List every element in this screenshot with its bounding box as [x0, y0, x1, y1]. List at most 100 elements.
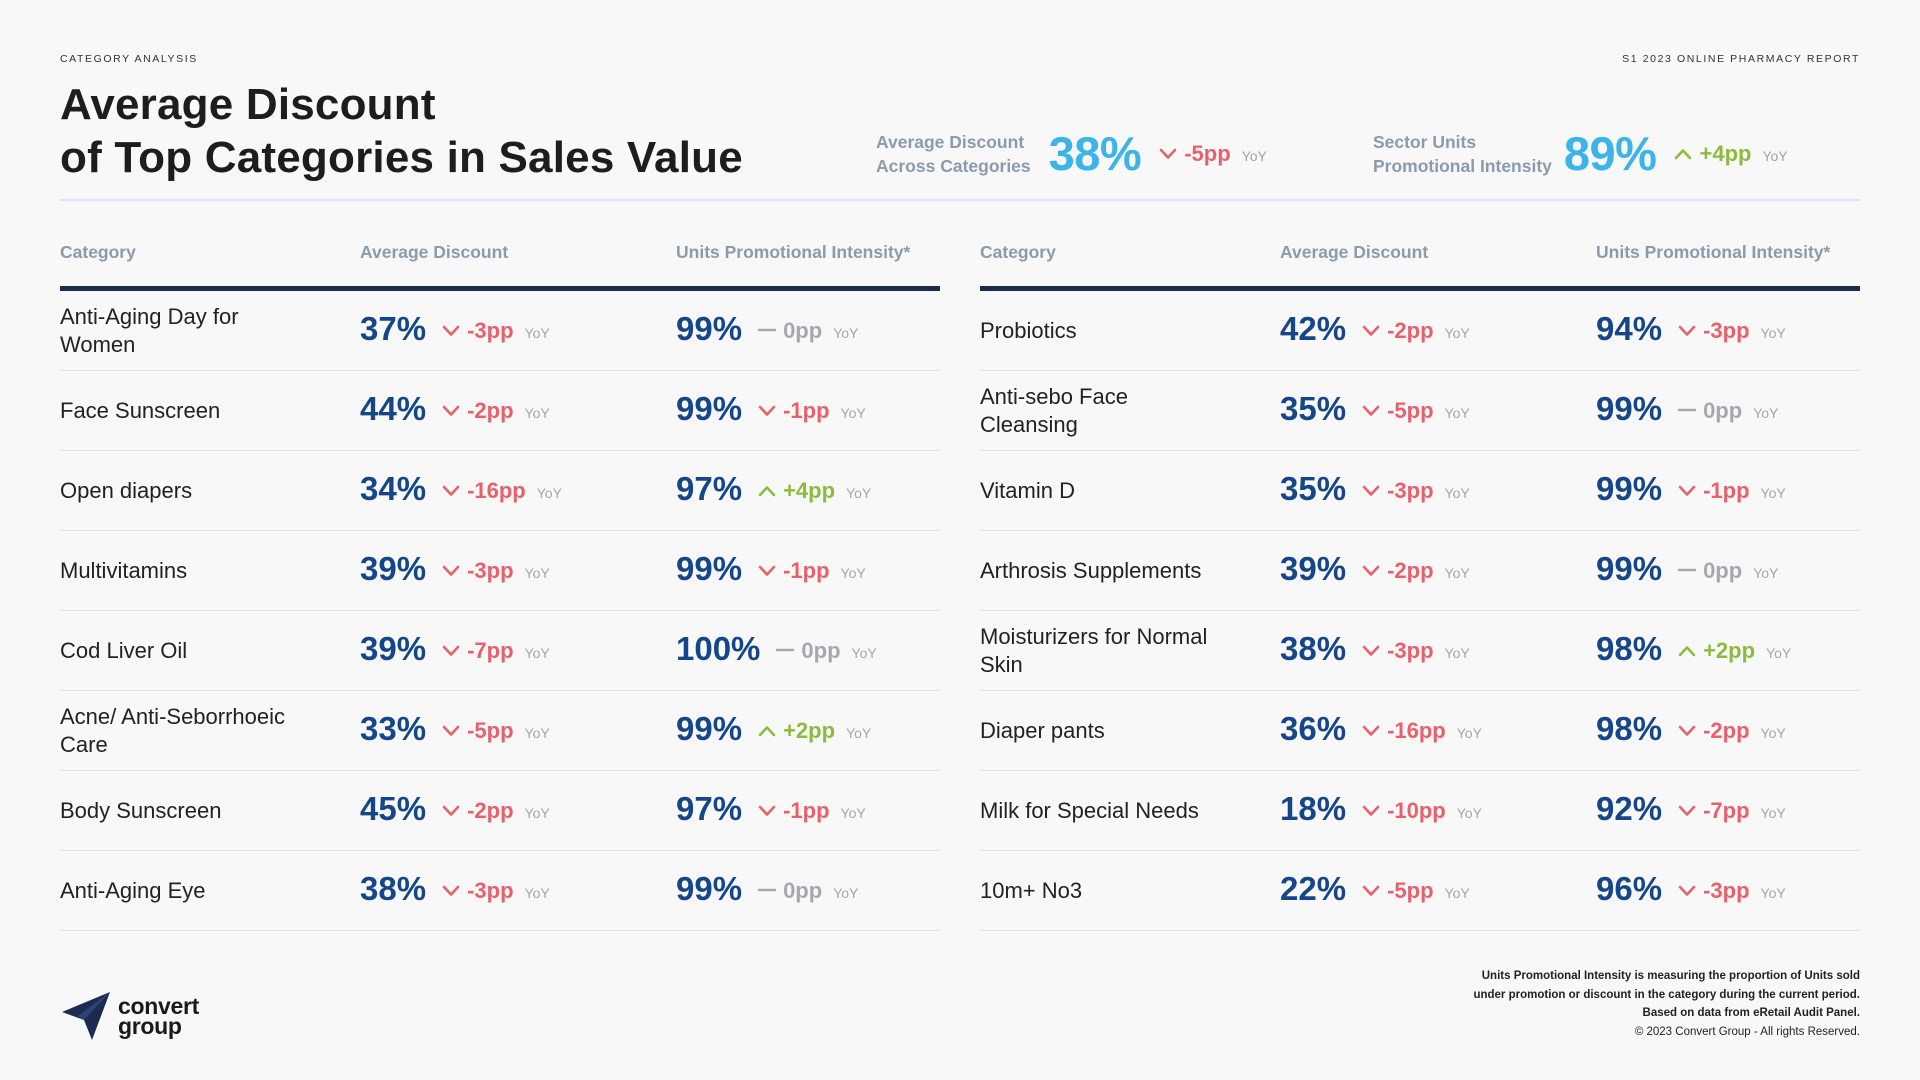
- chevron-down-icon: [1678, 885, 1696, 896]
- promotional-intensity-value: 99%: [676, 709, 743, 747]
- kpi-label-line1: Sector Units: [1373, 131, 1477, 152]
- table-row: Moisturizers for Normal Skin 38% -3pp YoY 98…: [980, 611, 1860, 691]
- chevron-down-icon: [1678, 485, 1696, 496]
- promotional-intensity-value: 97%: [676, 469, 743, 507]
- promotional-intensity-cell: 99% -1pp YoY: [1596, 451, 1786, 531]
- table-row: Anti-Aging Day for Women 37% -3pp YoY 99% 0pp…: [60, 291, 940, 371]
- promotional-intensity-change-value: -1pp: [783, 798, 830, 823]
- chevron-down-icon: [1362, 725, 1380, 736]
- footnote-line3: Based on data from eRetail Audit Panel.: [1642, 1007, 1860, 1019]
- average-discount-change-value: -2pp: [467, 798, 514, 823]
- promotional-intensity-value: 92%: [1596, 789, 1663, 827]
- average-discount-change-value: -3pp: [1387, 638, 1434, 663]
- category-name: Anti-sebo Face Cleansing: [980, 384, 1128, 437]
- yoy-label: YoY: [840, 565, 866, 581]
- column-header-average-discount: Average Discount: [1280, 242, 1429, 262]
- promotional-intensity-change: 0pp: [776, 638, 841, 664]
- chevron-down-icon: [1362, 885, 1380, 896]
- promotional-intensity-cell: 92% -7pp YoY: [1596, 771, 1786, 851]
- category-table-left: Category Average Discount Units Promotio…: [60, 237, 940, 931]
- yoy-label: YoY: [1444, 325, 1470, 341]
- average-discount-change: -10pp: [1362, 798, 1446, 824]
- chevron-down-icon: [1678, 725, 1696, 736]
- table-row: Diaper pants 36% -16pp YoY 98% -2pp YoY: [980, 691, 1860, 771]
- average-discount-cell: 37% -3pp YoY: [360, 291, 550, 371]
- promotional-intensity-cell: 97% +4pp YoY: [676, 451, 871, 531]
- average-discount-cell: 44% -2pp YoY: [360, 371, 550, 451]
- average-discount-change-value: -2pp: [467, 398, 514, 423]
- promotional-intensity-change: +4pp: [758, 478, 835, 504]
- kpi-change: -5pp: [1159, 141, 1231, 167]
- promotional-intensity-value: 94%: [1596, 309, 1663, 347]
- page-title-line2: of Top Categories in Sales Value: [60, 133, 743, 182]
- logo-line2: group: [118, 1013, 182, 1039]
- chevron-down-icon: [1159, 148, 1177, 159]
- average-discount-value: 39%: [360, 549, 427, 587]
- promotional-intensity-change: -2pp: [1678, 718, 1750, 744]
- average-discount-change: -2pp: [1362, 558, 1434, 584]
- promotional-intensity-change-value: 0pp: [783, 878, 823, 903]
- kpi-promotional-intensity: Sector Units Promotional Intensity 89% +…: [1373, 126, 1788, 181]
- average-discount-value: 38%: [360, 869, 427, 907]
- promotional-intensity-change: 0pp: [758, 318, 822, 344]
- promotional-intensity-change: -3pp: [1678, 318, 1750, 344]
- category-name: Open diapers: [60, 478, 193, 503]
- promotional-intensity-value: 99%: [676, 549, 743, 587]
- average-discount-change-value: -2pp: [1387, 558, 1434, 583]
- yoy-label: YoY: [833, 885, 859, 901]
- average-discount-change: -2pp: [442, 398, 514, 424]
- average-discount-change: -3pp: [442, 318, 514, 344]
- chevron-down-icon: [758, 805, 776, 816]
- kpi-label-line2: Across Categories: [876, 155, 1031, 176]
- table-row: Probiotics 42% -2pp YoY 94% -3pp YoY: [980, 291, 1860, 371]
- promotional-intensity-cell: 99% -1pp YoY: [676, 531, 866, 611]
- average-discount-change-value: -10pp: [1387, 798, 1446, 823]
- promotional-intensity-value: 99%: [1596, 549, 1663, 587]
- average-discount-change-value: -16pp: [1387, 718, 1446, 743]
- yoy-label: YoY: [846, 485, 872, 501]
- kpi-value: 89%: [1563, 127, 1657, 180]
- promotional-intensity-cell: 94% -3pp YoY: [1596, 291, 1786, 371]
- table-row: Cod Liver Oil 39% -7pp YoY 100% 0pp YoY: [60, 611, 940, 691]
- chevron-down-icon: [1362, 405, 1380, 416]
- category-name: Vitamin D: [980, 478, 1075, 503]
- category-name: Cod Liver Oil: [60, 638, 188, 663]
- yoy-label: YoY: [524, 805, 550, 821]
- promotional-intensity-cell: 96% -3pp YoY: [1596, 851, 1786, 931]
- average-discount-change: -5pp: [1362, 878, 1434, 904]
- average-discount-value: 33%: [360, 709, 427, 747]
- promotional-intensity-change: -7pp: [1678, 798, 1750, 824]
- table-row: Body Sunscreen 45% -2pp YoY 97% -1pp YoY: [60, 771, 940, 851]
- chevron-up-icon: [1678, 646, 1696, 657]
- table-header: Category Average Discount Units Promotio…: [60, 237, 940, 291]
- promotional-intensity-change-value: +4pp: [783, 478, 836, 503]
- promotional-intensity-value: 99%: [1596, 469, 1663, 507]
- column-header-units-promotional-intensity: Units Promotional Intensity*: [676, 242, 911, 262]
- category-name: Acne/ Anti-Seborrhoeic Care: [60, 704, 286, 757]
- average-discount-value: 39%: [360, 629, 427, 667]
- promotional-intensity-change: +2pp: [758, 718, 835, 744]
- yoy-label: YoY: [1760, 325, 1786, 341]
- promotional-intensity-cell: 100% 0pp YoY: [676, 611, 877, 691]
- dash-icon: [758, 888, 777, 892]
- logo-line1: convert: [118, 993, 199, 1019]
- promotional-intensity-value: 98%: [1596, 629, 1663, 667]
- average-discount-change-value: -3pp: [467, 558, 514, 583]
- yoy-label: YoY: [1444, 485, 1470, 501]
- yoy-label: YoY: [1760, 805, 1786, 821]
- average-discount-value: 35%: [1280, 469, 1347, 507]
- promotional-intensity-change: -1pp: [758, 398, 830, 424]
- table-row: Multivitamins 39% -3pp YoY 99% -1pp YoY: [60, 531, 940, 611]
- kpi-value: 38%: [1048, 127, 1142, 180]
- column-header-units-promotional-intensity: Units Promotional Intensity*: [1596, 242, 1831, 262]
- chevron-up-icon: [758, 486, 776, 497]
- promotional-intensity-change: 0pp: [1678, 558, 1742, 584]
- yoy-label: YoY: [1766, 645, 1792, 661]
- chevron-down-icon: [442, 485, 460, 496]
- promotional-intensity-value: 99%: [676, 389, 743, 427]
- average-discount-cell: 39% -2pp YoY: [1280, 531, 1470, 611]
- table-row: Arthrosis Supplements 39% -2pp YoY 99% 0pp YoY: [980, 531, 1860, 611]
- promotional-intensity-change-value: -3pp: [1703, 878, 1750, 903]
- chevron-down-icon: [1362, 565, 1380, 576]
- average-discount-cell: 22% -5pp YoY: [1280, 851, 1470, 931]
